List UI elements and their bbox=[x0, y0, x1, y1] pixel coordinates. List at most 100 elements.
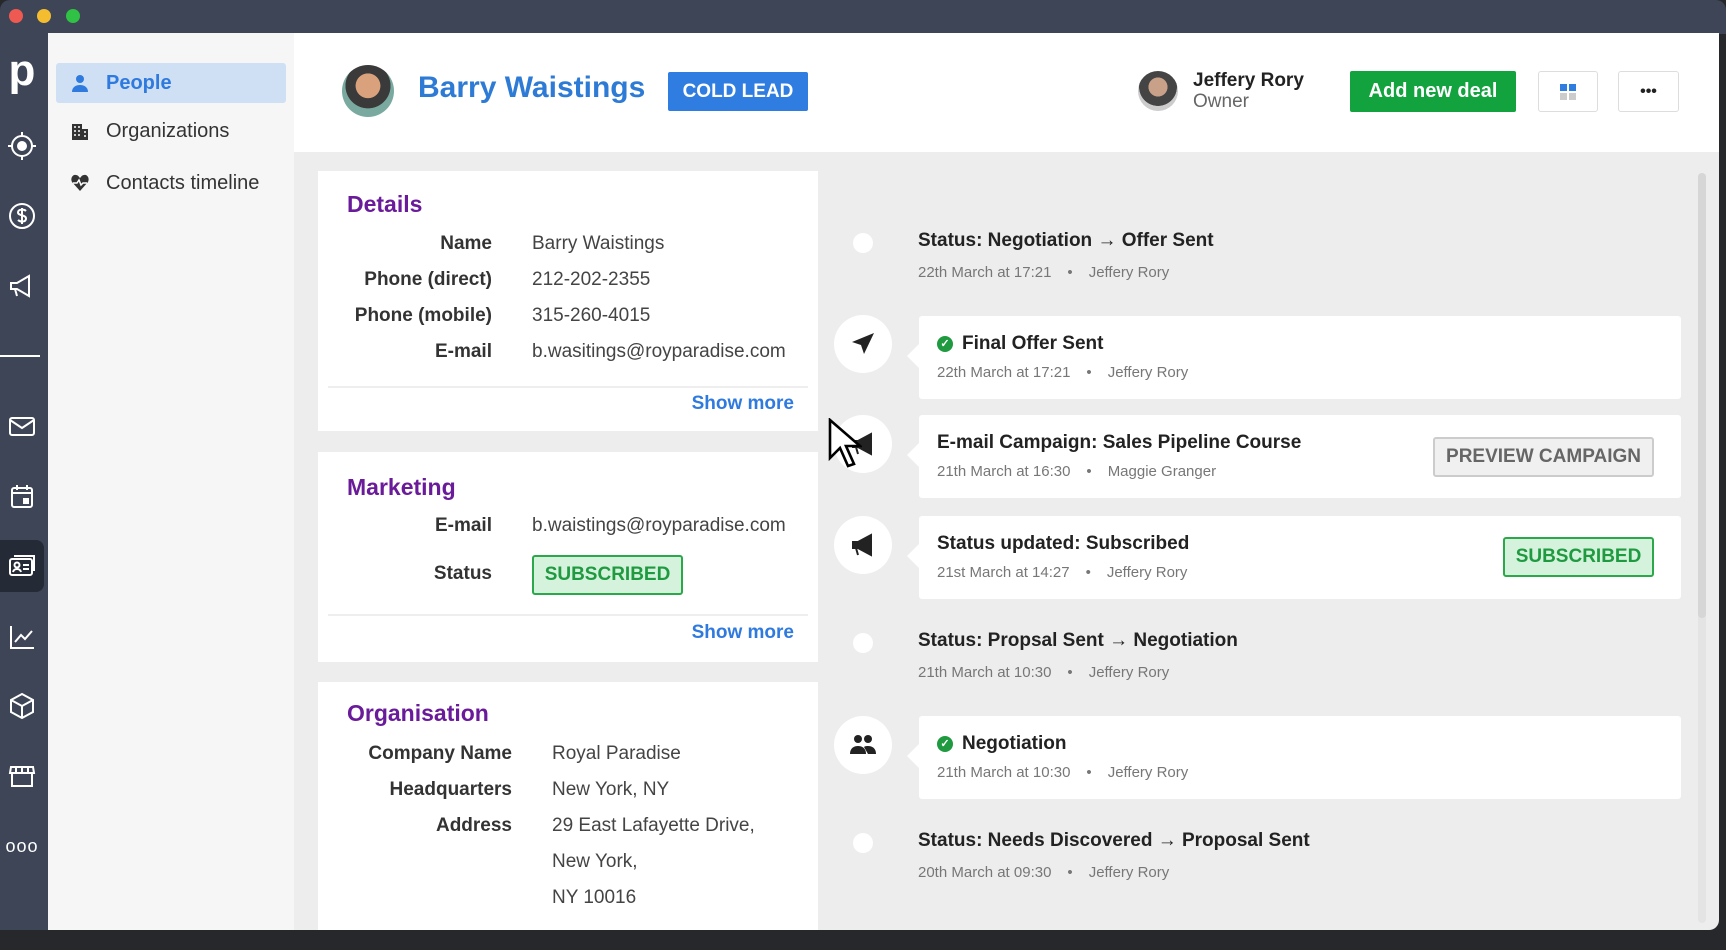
timeline-title: ✓ Final Offer Sent bbox=[937, 333, 1103, 355]
sidebar-nav: People Organizations Contacts timeline bbox=[48, 33, 294, 930]
marketing-card: Marketing E-mail b.waistings@royparadise… bbox=[318, 452, 818, 662]
timeline-dot bbox=[853, 833, 873, 853]
rail-active-item[interactable] bbox=[0, 540, 44, 592]
owner-role: Owner bbox=[1193, 91, 1249, 112]
more-icon[interactable]: ooo bbox=[5, 835, 39, 856]
timeline-title: Status: Propsal Sent → Negotiation bbox=[918, 630, 1238, 651]
subscribed-badge: SUBSCRIBED bbox=[1503, 537, 1654, 577]
app-rail: p ooo bbox=[0, 33, 48, 930]
owner-avatar bbox=[1138, 71, 1178, 111]
owner-name: Jeffery Rory bbox=[1193, 70, 1304, 91]
field-label: Phone (direct) bbox=[364, 269, 492, 290]
subscription-status-badge: SUBSCRIBED bbox=[532, 555, 683, 595]
scrollbar-track[interactable] bbox=[1698, 173, 1706, 923]
box-icon[interactable] bbox=[0, 684, 44, 728]
timeline-title: ✓ Negotiation bbox=[937, 733, 1067, 755]
rail-divider bbox=[0, 355, 40, 357]
preview-campaign-button[interactable]: PREVIEW CAMPAIGN bbox=[1433, 437, 1654, 477]
person-icon bbox=[72, 75, 88, 92]
close-window-button[interactable] bbox=[9, 9, 23, 23]
field-value: 29 East Lafayette Drive, bbox=[552, 815, 755, 836]
add-new-deal-button[interactable]: Add new deal bbox=[1350, 71, 1516, 112]
timeline-card-email-campaign[interactable]: E-mail Campaign: Sales Pipeline Course 2… bbox=[907, 415, 1681, 498]
window-titlebar bbox=[0, 0, 1726, 34]
contact-avatar bbox=[342, 65, 394, 117]
chart-icon[interactable] bbox=[0, 615, 44, 659]
timeline-dot bbox=[853, 233, 873, 253]
field-label: E-mail bbox=[434, 341, 492, 362]
check-icon: ✓ bbox=[937, 736, 953, 752]
sidebar-item-contacts-timeline[interactable]: Contacts timeline bbox=[56, 163, 286, 203]
timeline-meta: 20th March at 09:30 • Jeffery Rory bbox=[918, 864, 1170, 881]
contacts-icon[interactable] bbox=[0, 544, 44, 588]
sidebar-item-label: People bbox=[106, 71, 172, 94]
minimize-window-button[interactable] bbox=[37, 9, 51, 23]
contact-header: Barry Waistings COLD LEAD Jeffery Rory O… bbox=[294, 33, 1719, 152]
sidebar-item-organizations[interactable]: Organizations bbox=[56, 111, 286, 151]
details-card: Details Name Barry Waistings Phone (dire… bbox=[318, 171, 818, 431]
field-value: New York, bbox=[552, 851, 638, 872]
field-value: New York, NY bbox=[552, 779, 670, 800]
pipedrive-logo[interactable]: p bbox=[8, 46, 36, 95]
calendar-icon[interactable] bbox=[0, 474, 44, 518]
field-label: Name bbox=[440, 233, 492, 254]
timeline-meta: 22th March at 17:21 • Jeffery Rory bbox=[937, 364, 1189, 381]
people-icon bbox=[834, 716, 892, 774]
field-value: Barry Waistings bbox=[532, 233, 665, 254]
mail-icon[interactable] bbox=[0, 404, 44, 448]
field-label: Phone (mobile) bbox=[354, 305, 492, 326]
field-value: b.waistings@royparadise.com bbox=[532, 515, 786, 536]
timeline-meta: 21th March at 16:30 • Maggie Granger bbox=[937, 463, 1217, 480]
timeline-meta: 22th March at 17:21 • Jeffery Rory bbox=[918, 264, 1170, 281]
timeline-title: Status: Needs Discovered → Proposal Sent bbox=[918, 830, 1310, 851]
megaphone-icon bbox=[834, 516, 892, 574]
target-icon[interactable] bbox=[0, 124, 44, 168]
lead-status-badge[interactable]: COLD LEAD bbox=[668, 72, 808, 111]
timeline-card-negotiation[interactable]: ✓ Negotiation 21th March at 10:30 • Jeffery… bbox=[907, 716, 1681, 799]
timeline-dot bbox=[853, 633, 873, 653]
divider bbox=[328, 614, 808, 616]
timeline-title: Status updated: Subscribed bbox=[937, 533, 1190, 554]
paper-plane-icon bbox=[834, 315, 892, 373]
timeline-meta: 21st March at 14:27 • Jeffery Rory bbox=[937, 564, 1188, 581]
layout-toggle-button[interactable] bbox=[1538, 71, 1598, 112]
mouse-cursor-icon bbox=[828, 418, 862, 468]
field-label: Status bbox=[433, 563, 492, 584]
divider bbox=[328, 386, 808, 388]
details-heading: Details bbox=[347, 191, 423, 217]
field-value: Royal Paradise bbox=[552, 743, 681, 764]
contact-name: Barry Waistings bbox=[418, 71, 646, 104]
building-icon bbox=[72, 124, 88, 140]
more-options-button[interactable]: ••• bbox=[1618, 71, 1679, 112]
megaphone-icon[interactable] bbox=[0, 264, 44, 308]
field-value: 315-260-4015 bbox=[532, 305, 651, 326]
timeline-meta: 21th March at 10:30 • Jeffery Rory bbox=[918, 664, 1170, 681]
sidebar-item-people[interactable]: People bbox=[56, 63, 286, 103]
scrollbar-thumb[interactable] bbox=[1698, 173, 1706, 618]
store-icon[interactable] bbox=[0, 754, 44, 798]
timeline-card-status-subscribed[interactable]: Status updated: Subscribed 21st March at… bbox=[907, 516, 1681, 599]
check-icon: ✓ bbox=[937, 336, 953, 352]
dollar-icon[interactable] bbox=[0, 194, 44, 238]
field-label: Company Name bbox=[368, 743, 512, 764]
organisation-heading: Organisation bbox=[347, 700, 489, 726]
details-show-more-link[interactable]: Show more bbox=[691, 393, 794, 414]
sidebar-item-label: Contacts timeline bbox=[106, 171, 260, 194]
field-label: Headquarters bbox=[389, 779, 513, 800]
timeline-card-final-offer[interactable]: ✓ Final Offer Sent 22th March at 17:21 • Je… bbox=[907, 316, 1681, 399]
organisation-card: Organisation Company Name Royal Paradise… bbox=[318, 682, 818, 930]
timeline-title: E-mail Campaign: Sales Pipeline Course bbox=[937, 432, 1302, 453]
field-value: b.wasitings@royparadise.com bbox=[532, 341, 786, 362]
field-value: 212-202-2355 bbox=[532, 269, 651, 290]
field-label: E-mail bbox=[434, 515, 492, 536]
field-value: NY 10016 bbox=[552, 887, 637, 908]
sidebar-item-label: Organizations bbox=[106, 119, 230, 142]
heart-pulse-icon bbox=[71, 174, 89, 191]
field-label: Address bbox=[435, 815, 512, 836]
main-content: Barry Waistings COLD LEAD Jeffery Rory O… bbox=[294, 33, 1719, 930]
marketing-heading: Marketing bbox=[347, 474, 456, 500]
maximize-window-button[interactable] bbox=[66, 9, 80, 23]
marketing-show-more-link[interactable]: Show more bbox=[691, 622, 794, 643]
timeline-title: Status: Negotiation → Offer Sent bbox=[918, 230, 1214, 251]
timeline-meta: 21th March at 10:30 • Jeffery Rory bbox=[937, 764, 1189, 781]
